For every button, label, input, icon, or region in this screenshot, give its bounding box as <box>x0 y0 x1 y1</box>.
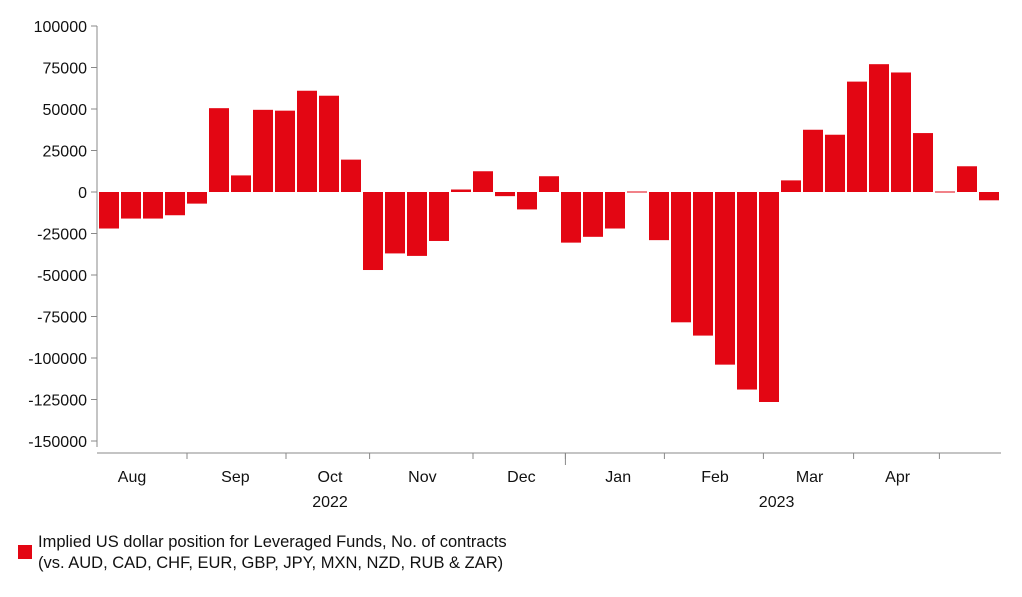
y-tick-label: -25000 <box>37 227 87 244</box>
bar <box>737 192 757 390</box>
legend-text: Implied US dollar position for Leveraged… <box>38 532 507 574</box>
bar <box>385 192 405 254</box>
x-tick-label: Dec <box>507 469 535 486</box>
bar <box>539 176 559 192</box>
bar <box>693 192 713 336</box>
y-tick-label: 25000 <box>43 144 88 161</box>
bar <box>649 192 669 241</box>
bar-chart: 100000 75000 50000 25000 0 -25000 -50000 -75000… <box>28 19 1001 511</box>
bar <box>429 192 449 241</box>
bar <box>363 192 383 271</box>
x-tick-label: Nov <box>408 469 436 486</box>
bar <box>913 133 933 192</box>
y-tick-label: 50000 <box>43 102 88 119</box>
bar <box>671 192 691 323</box>
bar <box>847 81 867 192</box>
bar <box>803 129 823 192</box>
y-tick-label: 0 <box>78 185 87 202</box>
y-axis: 100000 75000 50000 25000 0 -25000 -50000 -75000… <box>28 19 98 451</box>
y-tick-label: -50000 <box>37 268 87 285</box>
bar <box>165 192 185 216</box>
bar <box>627 191 647 193</box>
legend-line-1: Implied US dollar position for Leveraged… <box>38 533 507 551</box>
bar <box>473 171 493 192</box>
bar <box>319 95 339 192</box>
bar <box>957 166 977 192</box>
x-year-label: 2022 <box>312 494 348 511</box>
x-year-label: 2023 <box>759 494 795 511</box>
bar <box>209 108 229 192</box>
bar <box>891 72 911 192</box>
y-tick-label: -75000 <box>37 310 87 327</box>
bar <box>781 180 801 192</box>
bars <box>99 64 999 402</box>
bar <box>979 192 999 201</box>
bar <box>517 192 537 210</box>
bar <box>99 192 119 229</box>
x-tick-label: Sep <box>221 469 250 486</box>
bar <box>869 64 889 192</box>
bar <box>121 192 141 219</box>
y-tick-label: -100000 <box>28 351 87 368</box>
bar <box>605 192 625 229</box>
x-tick-label: Apr <box>885 469 911 486</box>
bar <box>715 192 735 365</box>
x-tick-label: Aug <box>118 469 146 486</box>
bar <box>935 191 955 193</box>
bar <box>495 192 515 197</box>
x-tick-label: Jan <box>605 469 631 486</box>
y-tick-label: -150000 <box>28 434 87 451</box>
y-tick-label: 75000 <box>43 61 88 78</box>
y-tick-label: -125000 <box>28 393 87 410</box>
y-tick-label: 100000 <box>34 19 87 36</box>
bar <box>231 175 251 192</box>
bar <box>759 192 779 402</box>
bar <box>297 90 317 192</box>
bar <box>451 189 471 192</box>
x-axis: Aug Sep Oct Nov Dec Jan Feb Mar Apr 2022 2023 <box>97 452 1001 511</box>
bar <box>341 159 361 192</box>
bar <box>275 110 295 192</box>
legend: Implied US dollar position for Leveraged… <box>18 532 507 574</box>
legend-swatch <box>18 545 32 559</box>
bar <box>407 192 427 256</box>
bar <box>583 192 603 237</box>
x-tick-label: Feb <box>701 469 729 486</box>
x-tick-label: Oct <box>318 469 343 486</box>
bar <box>253 109 273 192</box>
bar <box>825 134 845 192</box>
legend-line-2: (vs. AUD, CAD, CHF, EUR, GBP, JPY, MXN, … <box>38 554 504 572</box>
bar <box>187 192 207 204</box>
x-tick-label: Mar <box>796 469 824 486</box>
bar <box>561 192 581 243</box>
bar <box>143 192 163 219</box>
